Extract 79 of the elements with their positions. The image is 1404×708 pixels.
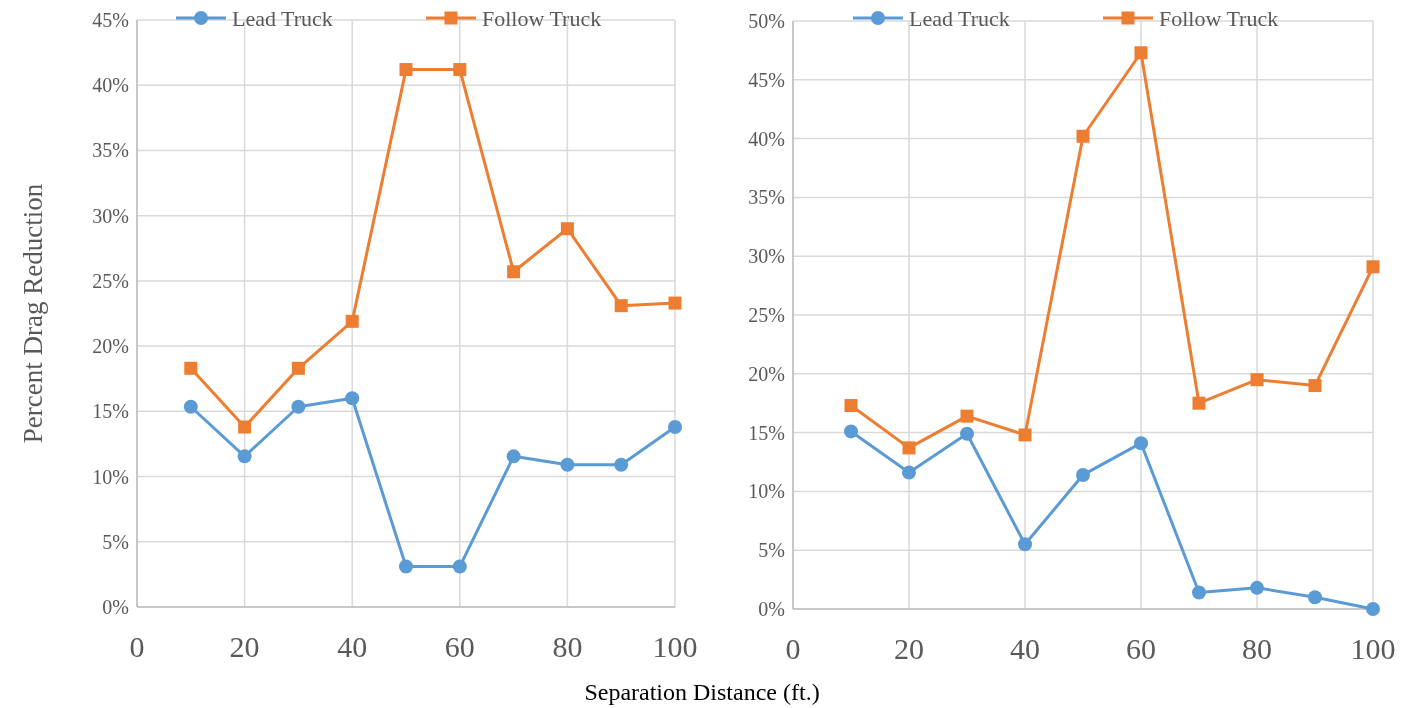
point: [1018, 537, 1032, 552]
y-tick-label: 0%: [758, 598, 785, 620]
point: [1076, 129, 1090, 143]
x-tick-label: 100: [652, 630, 698, 663]
x-tick-label: 60: [1126, 632, 1156, 665]
point: [452, 559, 467, 574]
y-tick-label: 20%: [92, 335, 129, 358]
point: [184, 361, 198, 375]
y-tick-label: 10%: [748, 480, 785, 503]
point: [1308, 590, 1322, 605]
y-tick-label: 30%: [92, 204, 129, 227]
point: [399, 63, 413, 77]
y-tick-label: 35%: [748, 186, 785, 209]
point: [614, 299, 628, 313]
legend-label: Lead Truck: [232, 5, 333, 31]
y-tick-label: 25%: [748, 304, 785, 326]
point: [560, 457, 575, 472]
legend-label: Lead Truck: [909, 5, 1010, 31]
point: [560, 222, 574, 236]
y-tick-label: 25%: [92, 269, 129, 292]
point: [902, 465, 916, 480]
point: [1250, 580, 1264, 595]
y-tick-label: 0%: [102, 596, 129, 618]
y-tick-label: 30%: [748, 245, 785, 268]
y-tick-label: 40%: [92, 74, 129, 97]
point: [844, 399, 858, 413]
point: [1192, 396, 1206, 410]
point: [345, 391, 360, 406]
point: [399, 559, 413, 574]
y-tick-label: 35%: [92, 139, 129, 162]
y-tick-label: 40%: [748, 127, 785, 150]
point: [183, 399, 198, 414]
y-tick-label: 15%: [748, 421, 785, 444]
x-tick-label: 0: [785, 632, 801, 665]
point: [1308, 379, 1322, 393]
x-tick-label: 100: [1350, 632, 1396, 665]
x-tick-label: 0: [129, 630, 145, 663]
point: [1366, 260, 1380, 274]
point: [960, 426, 974, 441]
y-tick-label: 5%: [758, 539, 785, 562]
point: [238, 420, 252, 434]
y-tick-label: 45%: [748, 68, 785, 91]
legend-label: Follow Truck: [482, 5, 602, 31]
point: [614, 457, 629, 472]
point: [237, 449, 252, 464]
point: [960, 409, 974, 423]
y-tick-label: 10%: [92, 465, 129, 488]
y-axis-title: Percent Drag Reduction: [18, 183, 48, 444]
x-tick-label: 20: [894, 632, 924, 665]
point: [453, 63, 467, 77]
point: [345, 314, 359, 328]
point: [1018, 428, 1032, 442]
point: [668, 419, 682, 434]
point: [291, 361, 305, 375]
y-tick-label: 45%: [92, 9, 129, 31]
x-tick-label: 40: [337, 630, 368, 663]
x-tick-label: 60: [444, 630, 475, 663]
x-tick-label: 40: [1010, 632, 1040, 665]
y-tick-label: 15%: [92, 400, 129, 423]
point: [902, 441, 916, 455]
point: [1076, 467, 1090, 482]
point: [1134, 46, 1148, 60]
y-tick-label: 50%: [748, 10, 785, 32]
y-tick-label: 20%: [748, 362, 785, 385]
point: [291, 399, 306, 414]
x-tick-label: 20: [229, 630, 260, 663]
legend-label: Follow Truck: [1159, 5, 1279, 31]
x-tick-label: 80: [552, 630, 583, 663]
x-axis-title: Separation Distance (ft.): [584, 679, 820, 705]
point: [668, 296, 682, 310]
point: [1366, 602, 1380, 616]
point: [507, 265, 521, 279]
point: [1250, 373, 1264, 387]
point: [1192, 585, 1206, 600]
point: [844, 424, 858, 439]
x-tick-label: 80: [1242, 632, 1272, 665]
point: [1134, 436, 1148, 451]
y-tick-label: 5%: [102, 530, 129, 553]
point: [506, 449, 521, 464]
